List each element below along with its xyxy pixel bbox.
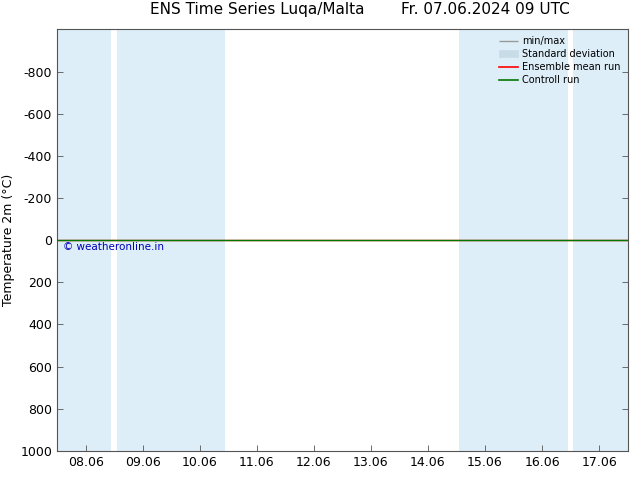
Text: ENS Time Series Luqa/Malta: ENS Time Series Luqa/Malta — [150, 2, 364, 17]
Bar — [574, 29, 628, 451]
Bar — [57, 29, 112, 451]
Legend: min/max, Standard deviation, Ensemble mean run, Controll run: min/max, Standard deviation, Ensemble me… — [495, 32, 624, 89]
Bar — [459, 29, 567, 451]
Bar — [117, 29, 226, 451]
Text: Fr. 07.06.2024 09 UTC: Fr. 07.06.2024 09 UTC — [401, 2, 569, 17]
Text: © weatheronline.in: © weatheronline.in — [63, 242, 164, 252]
Y-axis label: Temperature 2m (°C): Temperature 2m (°C) — [2, 174, 15, 306]
